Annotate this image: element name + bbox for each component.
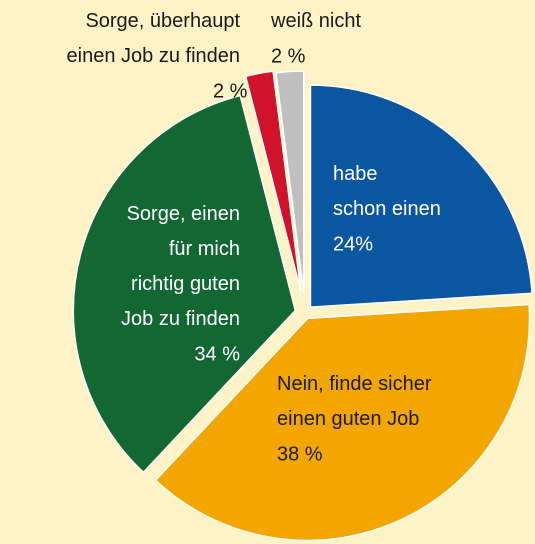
slice-label: Sorge, einen für mich richtig guten Job zu … <box>121 203 240 330</box>
pie-slice <box>309 84 533 308</box>
value-label: 38 % <box>277 443 323 465</box>
value-label: 2 % <box>213 80 248 102</box>
value-label: 24% <box>333 233 373 255</box>
slice-label: weiß nicht <box>270 10 361 32</box>
value-label: 34 % <box>194 343 240 365</box>
slice-label: habe schon einen <box>333 163 441 220</box>
pie-slice <box>275 70 305 294</box>
pie-slice <box>72 94 297 474</box>
value-label: 2 % <box>271 45 306 67</box>
pie-slice <box>154 303 531 542</box>
pie-slice <box>244 70 302 292</box>
slice-label: Sorge, überhaupt einen Job zu finden <box>67 10 241 67</box>
slice-label: Nein, finde sicher einen guten Job <box>277 373 432 430</box>
